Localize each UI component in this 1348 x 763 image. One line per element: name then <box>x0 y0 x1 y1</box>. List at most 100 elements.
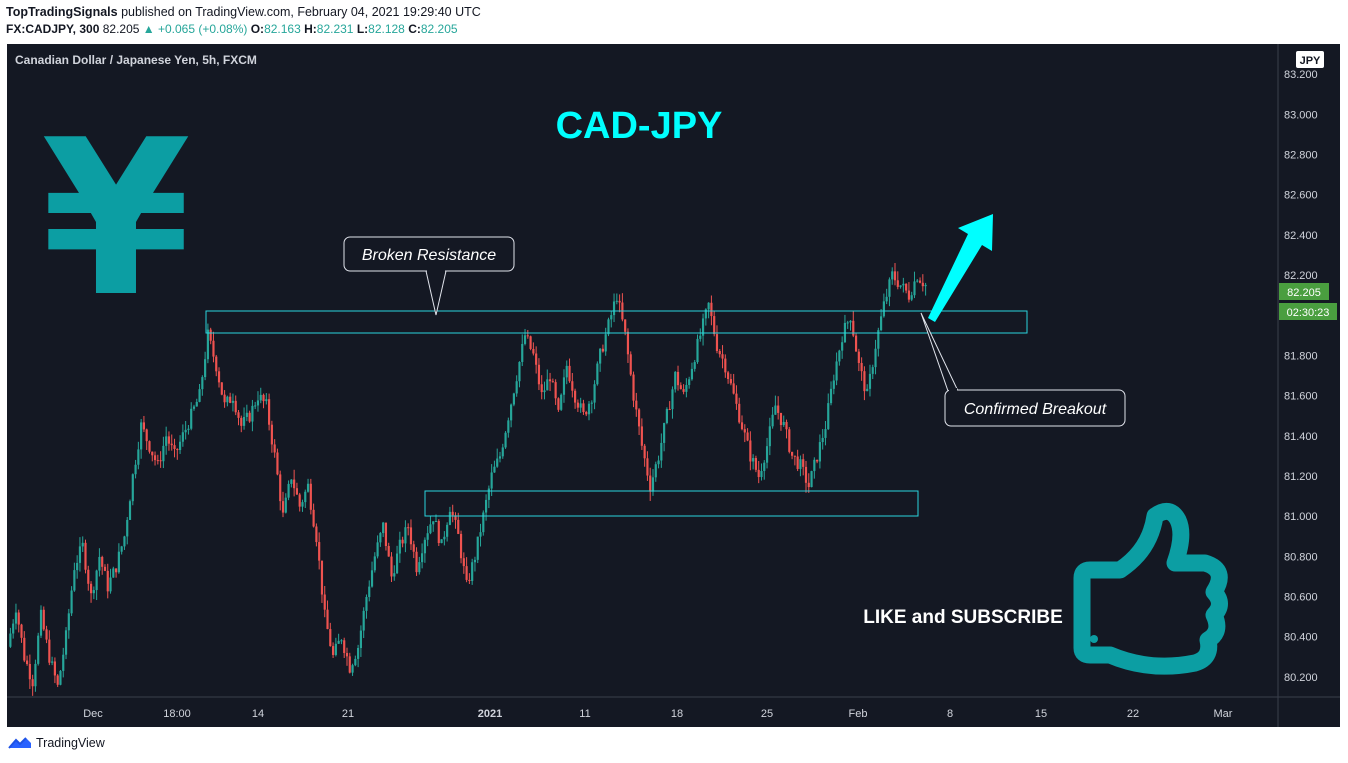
tradingview-brand[interactable]: TradingView <box>36 736 105 750</box>
candle <box>604 327 607 356</box>
candle <box>170 434 173 451</box>
candle <box>142 415 146 433</box>
candle <box>907 282 911 303</box>
confirmed-breakout-callout[interactable]: Confirmed Breakout <box>920 312 1126 427</box>
candle <box>290 479 293 488</box>
candle <box>84 539 87 574</box>
candle <box>679 382 682 390</box>
chart-header: TopTradingSignals published on TradingVi… <box>6 4 481 38</box>
candle <box>521 334 524 367</box>
candle <box>459 530 463 564</box>
candle <box>735 385 738 410</box>
candle <box>596 361 599 386</box>
candle <box>863 366 866 401</box>
yen-icon: ¥ <box>41 93 191 344</box>
candle <box>868 364 872 397</box>
candle <box>562 369 566 403</box>
candle <box>117 543 120 574</box>
candle <box>752 454 755 470</box>
candle <box>248 410 251 423</box>
candle <box>918 277 922 284</box>
candle <box>409 519 413 551</box>
candle <box>671 386 674 419</box>
price-tick-label: 81.000 <box>1284 511 1318 523</box>
price-tick-label: 82.600 <box>1284 190 1318 202</box>
candle <box>618 294 621 313</box>
candle <box>215 354 218 377</box>
candle <box>368 580 371 602</box>
candle <box>131 473 134 506</box>
candle <box>240 415 243 433</box>
resistance-zone[interactable] <box>205 310 1028 334</box>
candle <box>106 563 109 599</box>
candle <box>45 625 48 644</box>
candle <box>724 354 727 378</box>
candle <box>315 523 318 547</box>
candle <box>548 372 552 392</box>
candle <box>523 328 527 346</box>
time-tick-label: Feb <box>849 708 868 720</box>
candle <box>782 415 785 427</box>
candle <box>329 622 332 647</box>
candle <box>688 376 691 389</box>
candle <box>426 525 429 547</box>
candle <box>298 492 301 512</box>
time-tick-label: 8 <box>947 708 953 720</box>
candle <box>306 478 310 493</box>
candle <box>593 380 596 410</box>
candle <box>165 426 168 455</box>
candle <box>345 647 349 666</box>
candle <box>223 390 226 408</box>
broken-resistance-callout[interactable]: Broken Resistance <box>343 236 515 316</box>
support-zone[interactable] <box>424 490 919 517</box>
current-price-tag: 82.205 02:30:23 <box>1279 283 1337 320</box>
candle <box>790 451 794 460</box>
time-tick-label: Dec <box>83 708 103 720</box>
candle <box>849 320 852 331</box>
candle <box>25 655 29 666</box>
candle <box>896 271 899 290</box>
publisher-name[interactable]: TopTradingSignals <box>6 5 118 19</box>
candle <box>788 427 791 454</box>
price-tick-label: 80.200 <box>1284 672 1318 684</box>
candle <box>398 531 401 563</box>
candle <box>229 392 232 404</box>
candle <box>262 393 265 409</box>
thumbs-up-icon[interactable] <box>1073 502 1228 675</box>
candle <box>590 400 593 414</box>
candle <box>701 313 705 346</box>
candle <box>112 566 115 578</box>
candle <box>665 407 668 425</box>
candle <box>888 277 891 307</box>
candle <box>407 523 410 536</box>
candle <box>137 441 140 470</box>
open-label: O: <box>250 22 265 36</box>
candle <box>512 392 515 407</box>
close-value: 82.205 <box>420 22 458 36</box>
candle <box>479 523 482 547</box>
candle <box>87 565 90 591</box>
candle <box>518 361 521 388</box>
price-tick-label: 83.000 <box>1284 109 1318 121</box>
time-axis: Dec 18:00 14 21 2021 11 18 25 Feb 8 15 22 Mar <box>83 708 1233 720</box>
candle <box>245 404 248 422</box>
candle <box>178 435 182 454</box>
candle <box>331 642 335 658</box>
candle <box>259 387 262 404</box>
candle <box>293 469 296 497</box>
candle <box>663 422 666 452</box>
candle <box>151 451 154 462</box>
candle <box>846 320 849 329</box>
candle <box>387 542 390 557</box>
candle <box>242 407 246 430</box>
time-tick-label: 25 <box>761 708 773 720</box>
candle <box>173 438 176 458</box>
candle <box>123 535 126 550</box>
candle <box>821 429 824 450</box>
candle <box>432 521 435 532</box>
candle <box>871 364 874 380</box>
candle <box>184 421 187 440</box>
candle <box>707 302 710 319</box>
candle <box>401 536 404 548</box>
